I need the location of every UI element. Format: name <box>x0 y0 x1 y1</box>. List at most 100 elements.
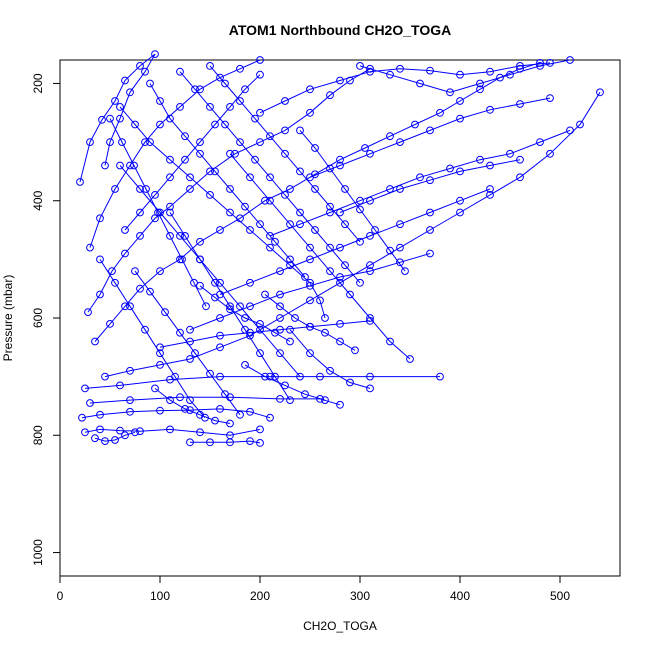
data-point <box>266 413 274 422</box>
data-point <box>116 381 124 390</box>
data-point <box>211 278 219 287</box>
data-point <box>241 361 249 369</box>
data-point <box>106 114 114 123</box>
data-point <box>101 437 109 446</box>
data-point <box>456 167 464 176</box>
data-point <box>221 120 229 129</box>
data-point <box>81 384 89 393</box>
data-point <box>336 208 344 217</box>
series-30 <box>286 325 374 393</box>
x-tick-label: 200 <box>250 589 270 603</box>
data-point <box>426 66 434 75</box>
data-point <box>142 185 150 193</box>
series-14 <box>176 67 364 287</box>
data-point <box>566 56 574 64</box>
data-point <box>296 167 304 176</box>
data-point <box>256 320 264 328</box>
y-axis: 200 400 600 800 1000 <box>31 73 61 566</box>
data-point <box>86 243 94 252</box>
x-tick-label: 0 <box>57 589 64 603</box>
data-point <box>166 396 174 405</box>
data-point <box>176 328 184 337</box>
data-point <box>311 226 319 234</box>
data-point <box>171 372 179 381</box>
data-point <box>281 126 289 135</box>
series-19 <box>226 149 414 363</box>
data-point <box>111 278 119 287</box>
data-point <box>366 196 374 205</box>
data-point <box>426 249 434 258</box>
data-point <box>356 62 364 70</box>
data-point <box>271 372 279 381</box>
data-point <box>351 346 359 355</box>
y-tick-label: 400 <box>31 190 45 210</box>
data-point <box>396 138 404 147</box>
data-point <box>361 144 369 152</box>
data-point <box>316 395 324 403</box>
data-point <box>196 85 204 94</box>
data-point <box>166 425 174 434</box>
data-point <box>136 62 144 70</box>
data-point <box>196 428 204 437</box>
data-point <box>296 126 304 135</box>
data-point <box>126 366 134 375</box>
data-point <box>246 226 254 234</box>
data-point <box>111 436 119 444</box>
data-point <box>136 284 144 293</box>
data-point <box>336 278 344 287</box>
data-point <box>276 267 284 276</box>
data-point <box>186 406 194 415</box>
data-point <box>301 273 309 281</box>
data-point <box>211 120 219 129</box>
data-point <box>296 208 304 217</box>
data-point <box>176 232 184 240</box>
data-point <box>231 149 239 158</box>
data-point <box>426 226 434 234</box>
data-point <box>321 328 329 337</box>
data-point <box>202 302 210 311</box>
data-point <box>126 161 134 170</box>
data-point <box>326 267 334 276</box>
data-point <box>156 343 164 352</box>
data-point <box>216 343 224 352</box>
data-point <box>211 416 219 425</box>
data-point <box>121 76 129 85</box>
data-point <box>116 103 124 111</box>
data-point <box>191 349 199 358</box>
data-point <box>396 64 404 73</box>
series-2 <box>86 56 264 252</box>
y-tick-label: 600 <box>31 308 45 328</box>
data-point <box>456 97 464 105</box>
y-tick-label: 800 <box>31 425 45 445</box>
data-point <box>206 103 214 111</box>
data-point <box>496 73 504 82</box>
data-point <box>446 88 454 97</box>
data-point <box>176 67 184 76</box>
data-point <box>196 138 204 147</box>
data-point <box>241 314 249 322</box>
series-28 <box>131 267 244 419</box>
data-point <box>186 185 194 193</box>
data-point <box>306 255 314 264</box>
data-point <box>156 267 164 276</box>
data-point <box>166 114 174 123</box>
data-point <box>336 337 344 346</box>
data-point <box>286 396 294 405</box>
data-point <box>476 79 484 88</box>
data-point <box>286 185 294 193</box>
data-point <box>156 406 164 415</box>
data-point <box>136 185 144 193</box>
data-point <box>336 320 344 328</box>
data-point <box>326 208 334 217</box>
data-point <box>236 138 244 147</box>
data-point <box>151 384 159 393</box>
data-point <box>326 164 334 173</box>
data-point <box>411 120 419 129</box>
data-point <box>426 126 434 135</box>
data-point <box>256 56 264 64</box>
data-point <box>236 64 244 73</box>
data-point <box>336 400 344 409</box>
data-point <box>306 322 314 331</box>
data-point <box>456 114 464 123</box>
data-point <box>426 208 434 217</box>
